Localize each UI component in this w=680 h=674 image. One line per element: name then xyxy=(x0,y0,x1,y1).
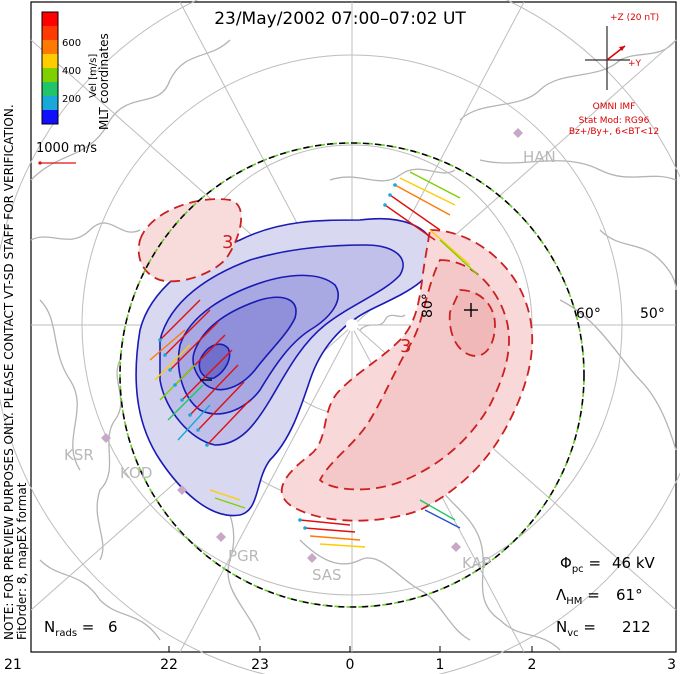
mlt-tick-2: 2 xyxy=(528,657,537,673)
imf-condition: Bz+/By+, 6<BT<12 xyxy=(569,127,659,137)
lambda-hm-value: 61° xyxy=(616,586,643,604)
mlt-tick-0: 0 xyxy=(346,657,355,673)
station-pgr: PGR xyxy=(228,547,259,565)
vector-origins xyxy=(158,183,397,530)
station-sas: SAS xyxy=(312,566,342,584)
station-ksr: KSR xyxy=(64,446,94,464)
potential-max-marker xyxy=(464,303,478,317)
positive-convection-cell xyxy=(137,198,534,522)
mlt-tick-22: 22 xyxy=(160,657,178,673)
velocity-colorbar xyxy=(41,11,59,125)
n-vc-symbol: Nvc = xyxy=(556,618,596,639)
heppner-maynard-boundary xyxy=(119,142,585,608)
fit-order-note: FitOrder: 8, mapEX format xyxy=(15,482,29,640)
imf-source: OMNI IMF xyxy=(593,102,636,112)
phi-pc-symbol: Φpc = xyxy=(560,554,601,575)
colorbar-tick-200: 200 xyxy=(62,94,81,105)
station-kod: KOD xyxy=(120,464,152,482)
station-kap: KAP xyxy=(462,554,491,572)
coastlines xyxy=(30,39,677,651)
n-vc-value: 212 xyxy=(622,618,651,636)
preview-note: NOTE: FOR PREVIEW PURPOSES ONLY. PLEASE … xyxy=(2,104,16,640)
reference-vector-label: 1000 m/s xyxy=(36,141,97,156)
lat-label-80: 80° xyxy=(420,293,436,318)
imf-clock-dial xyxy=(585,26,630,90)
contour-label-pos-2: 3 xyxy=(400,336,411,357)
page-title: 23/May/2002 07:00–07:02 UT xyxy=(214,9,466,29)
station-markers xyxy=(101,128,523,563)
colorbar-tick-600: 600 xyxy=(62,38,81,49)
mlt-tick-3: 3 xyxy=(667,657,676,673)
imf-z-label: +Z (20 nT) xyxy=(610,13,659,23)
pole-marker xyxy=(346,319,358,331)
mlt-axis xyxy=(30,646,677,652)
mlt-tick-1: 1 xyxy=(436,657,445,673)
mlt-tick-23: 23 xyxy=(251,657,269,673)
mlt-tick-21: 21 xyxy=(4,657,22,673)
contour-label-pos-1: 3 xyxy=(222,232,233,253)
imf-model: Stat Mod: RG96 xyxy=(579,116,650,126)
n-rads-value: 6 xyxy=(108,618,118,636)
colorbar-title: Vel [m/s] xyxy=(88,54,99,98)
coord-label: MLT coordinates xyxy=(97,33,111,130)
phi-pc-value: 46 kV xyxy=(612,554,656,572)
imf-y-label: +Y xyxy=(628,59,642,69)
colorbar-tick-400: 400 xyxy=(62,66,81,77)
lat-label-50: 50° xyxy=(640,306,665,322)
station-han: HAN xyxy=(523,148,556,166)
velocity-vectors xyxy=(149,171,479,548)
lat-label-60: 60° xyxy=(576,306,601,322)
